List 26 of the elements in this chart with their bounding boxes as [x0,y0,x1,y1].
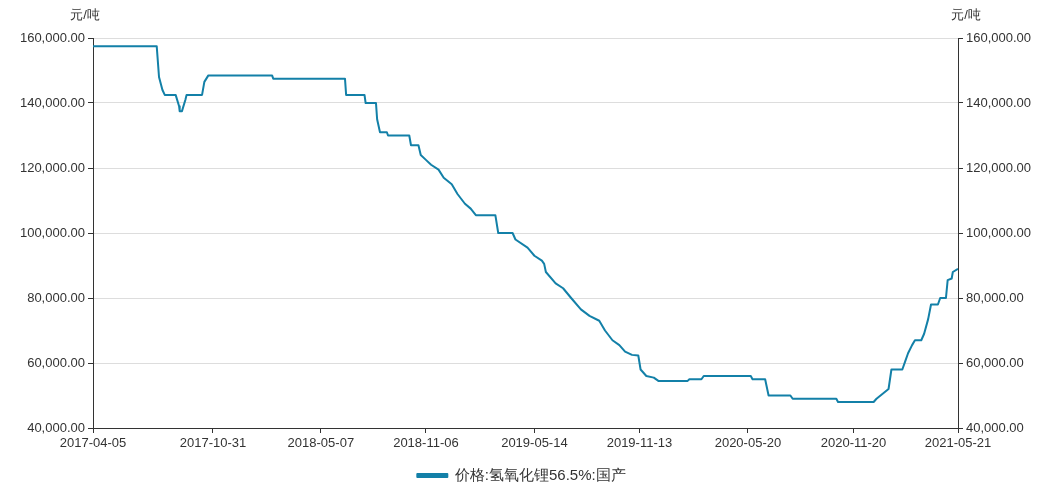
y2-tick-label: 40,000.00 [966,419,1024,435]
y-tick-label: 100,000.00 [19,224,85,240]
x-tick-label: 2020-05-20 [714,435,782,451]
x-tick-label: 2017-04-05 [59,435,127,451]
y2-tick-label: 120,000.00 [966,159,1032,175]
x-tick-label: 2018-11-06 [393,435,459,451]
y2-tick-label: 160,000.00 [966,29,1032,45]
y2-tick-label: 60,000.00 [966,354,1024,370]
y2-axis-title: 元/吨 [951,7,981,23]
y2-tick-label: 140,000.00 [966,94,1032,110]
x-tick-label: 2021-05-21 [924,435,992,451]
y2-tick-label: 100,000.00 [966,224,1032,240]
x-tick-label: 2018-05-07 [287,435,355,451]
x-tick-label: 2019-11-13 [606,435,673,451]
y-tick-label: 120,000.00 [19,159,85,175]
x-tick-label: 2020-11-20 [820,435,887,451]
y-tick-label: 60,000.00 [27,354,85,370]
y-tick-label: 160,000.00 [19,29,85,45]
legend-label: 价格:氢氧化锂56.5%:国产 [453,465,626,483]
y-tick-label: 40,000.00 [27,419,85,435]
x-tick-label: 2017-10-31 [179,435,247,451]
y-tick-label: 80,000.00 [27,289,85,305]
y-axis-title: 元/吨 [70,7,100,23]
y2-tick-label: 80,000.00 [966,289,1024,305]
y-tick-label: 140,000.00 [19,94,85,110]
x-tick-label: 2019-05-14 [501,435,568,451]
